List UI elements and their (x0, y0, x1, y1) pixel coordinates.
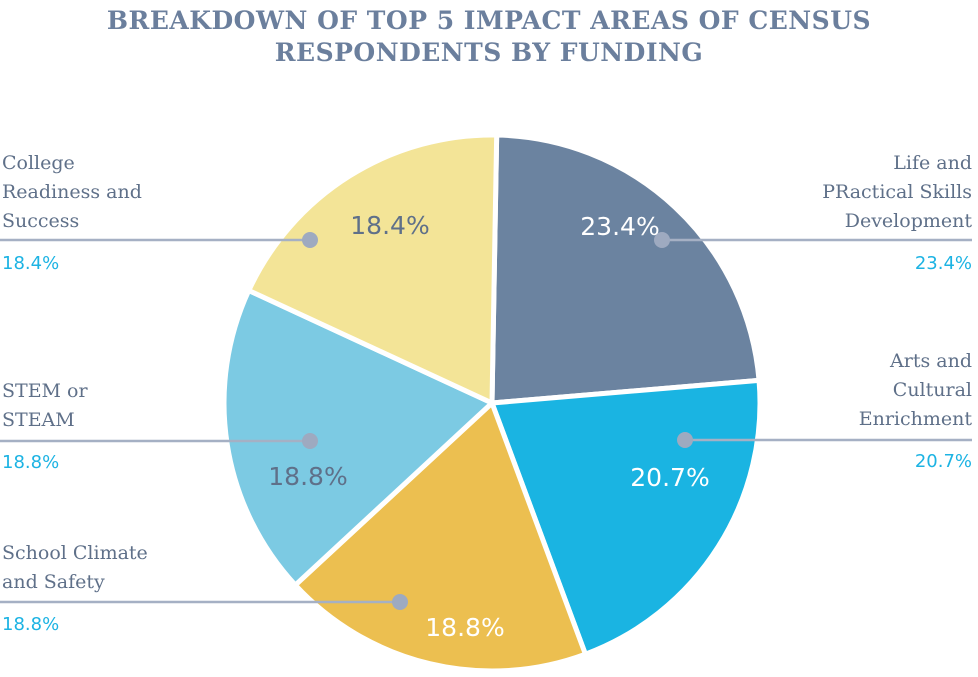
callout-label-school-climate: School Climate and Safety (2, 539, 148, 597)
pie-slice (489, 377, 763, 657)
callout-dot (302, 433, 318, 449)
callout-label-line: Life and (893, 152, 972, 174)
callout-label-line: College (2, 152, 75, 174)
callout-label-line: Readiness and (2, 181, 142, 203)
callout-pct-arts: 20.7% (914, 451, 972, 472)
callout-label-line: Cultural (892, 379, 972, 401)
callout-pct-college: 18.4% (2, 253, 60, 274)
callout-label-arts: Arts and Cultural Enrichment (859, 347, 972, 434)
pie-slice (246, 132, 500, 406)
slice-value-label: 18.4% (350, 211, 429, 240)
chart-title-line-1: BREAKDOWN OF TOP 5 IMPACT AREAS OF CENSU… (106, 6, 872, 35)
slice-value-label: 18.8% (268, 462, 347, 491)
callout-pct-school-climate: 18.8% (2, 614, 60, 635)
callout-dot (392, 594, 408, 610)
slice-value-label: 23.4% (580, 212, 659, 241)
callout-label-life-skills: Life and PRactical Skills Development (822, 149, 972, 236)
chart-title-line-2: RESPONDENTS BY FUNDING (274, 38, 704, 67)
callout-label-line: Enrichment (858, 408, 972, 430)
callout-label-line: Development (844, 210, 972, 232)
callout-label-line: School Climate (2, 542, 148, 564)
callout-pct-stem: 18.8% (2, 452, 60, 473)
callout-label-line: STEM or (2, 380, 88, 402)
pie-slice (292, 400, 588, 674)
slice-value-label: 20.7% (630, 463, 709, 492)
callout-label-line: Success (2, 210, 80, 232)
callout-label-stem: STEM or STEAM (2, 377, 88, 435)
callout-dot (302, 232, 318, 248)
callout-dot (654, 232, 670, 248)
slice-value-label: 18.8% (425, 613, 504, 642)
callout-pct-life-skills: 23.4% (914, 253, 972, 274)
callout-dot (677, 432, 693, 448)
callout-label-line: STEAM (2, 409, 75, 431)
pie-slice (221, 287, 495, 588)
callout-label-line: PRactical Skills (822, 181, 972, 203)
callout-label-line: and Safety (2, 571, 105, 593)
callout-label-college: College Readiness and Success (2, 149, 142, 236)
callout-label-line: Arts and (890, 350, 972, 372)
pie-slice (489, 132, 762, 406)
